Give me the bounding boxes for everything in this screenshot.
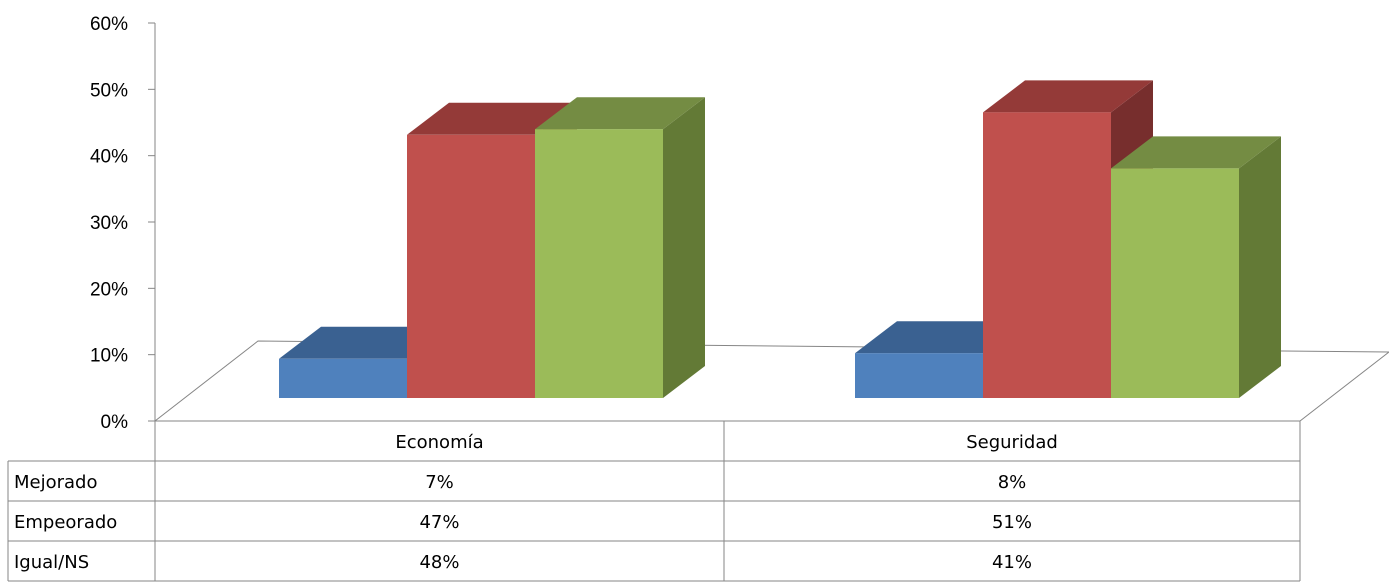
category-label: Economía xyxy=(395,432,483,453)
y-tick-label: 40% xyxy=(90,147,128,168)
bar-top xyxy=(983,80,1153,113)
bar-top xyxy=(279,326,449,359)
data-label: 7% xyxy=(425,472,454,493)
y-tick-label: 50% xyxy=(90,80,128,101)
series-name-mejorado: Mejorado xyxy=(14,472,98,493)
bars xyxy=(279,80,1281,399)
series-name-igual-ns: Igual/NS xyxy=(14,552,89,573)
bar-front xyxy=(983,112,1111,399)
category-label: Seguridad xyxy=(966,432,1058,453)
bar-front xyxy=(855,353,983,398)
bar-seguridad-empeorado xyxy=(983,80,1153,399)
y-tick-label: 30% xyxy=(90,213,128,234)
bar-side xyxy=(663,97,705,398)
bar-economia-igual-ns xyxy=(535,97,705,398)
y-tick-label: 0% xyxy=(101,412,129,433)
series-name-empeorado: Empeorado xyxy=(14,512,117,533)
data-label: 51% xyxy=(992,512,1032,533)
data-label: 8% xyxy=(998,472,1027,493)
y-tick-label: 10% xyxy=(90,346,128,367)
bar-front xyxy=(535,129,663,398)
bar-front xyxy=(407,134,535,399)
y-axis: 0% 10% 20% 30% 40% 50% 60% xyxy=(90,14,156,433)
bar-front xyxy=(279,358,407,398)
data-label: 41% xyxy=(992,552,1032,573)
bar-seguridad-igual-ns xyxy=(1111,136,1281,398)
y-tick-label: 20% xyxy=(90,279,128,300)
data-label: 47% xyxy=(419,512,459,533)
bar-side xyxy=(1239,136,1281,398)
bar-top xyxy=(407,102,577,135)
data-label: 48% xyxy=(419,552,459,573)
data-table: Economía Seguridad Mejorado 7% 8% Empeorado 47… xyxy=(7,420,1301,582)
bar-front xyxy=(1111,168,1239,398)
y-tick-label: 60% xyxy=(90,14,128,35)
bar-top xyxy=(1111,136,1281,169)
bar-top xyxy=(535,97,705,130)
bar-top xyxy=(855,321,1025,354)
